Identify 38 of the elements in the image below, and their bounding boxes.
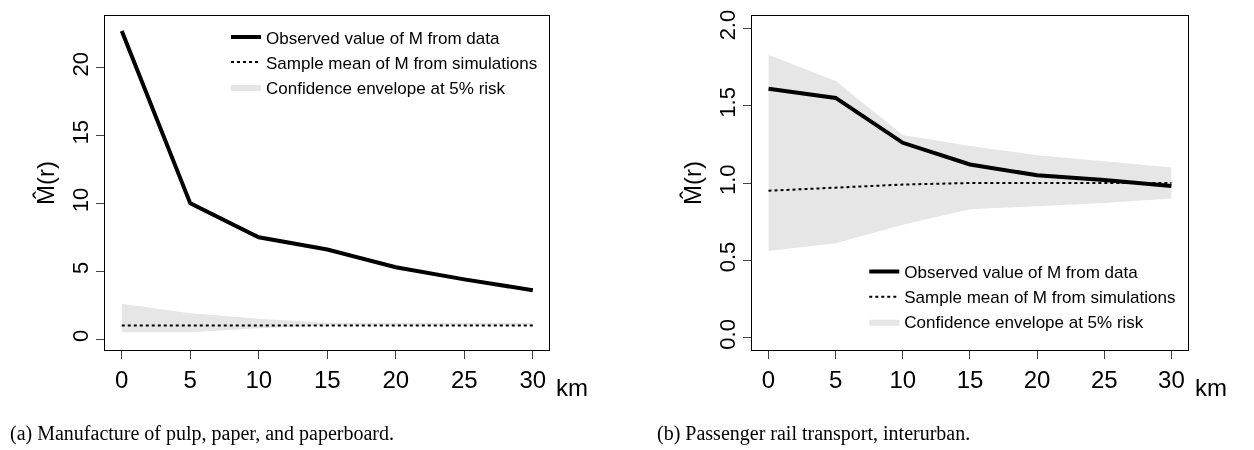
y-tick-label: 0 bbox=[67, 329, 93, 342]
x-tick-label: 25 bbox=[450, 365, 478, 393]
x-tick-label: 5 bbox=[828, 365, 843, 393]
legend-label: Confidence envelope at 5% risk bbox=[265, 78, 506, 98]
x-tick-label: 30 bbox=[519, 365, 547, 393]
y-tick-label: 5 bbox=[67, 261, 93, 275]
legend-label: Confidence envelope at 5% risk bbox=[904, 313, 1144, 333]
line-series bbox=[766, 86, 1174, 189]
y-tick-label: 2.0 bbox=[714, 9, 740, 41]
x-tick-label: 15 bbox=[956, 365, 984, 393]
y-axis-title: M̂(r) bbox=[31, 161, 59, 205]
y-tick-label: 1.5 bbox=[714, 87, 740, 118]
x-tick-label: 5 bbox=[183, 365, 197, 393]
line-series bbox=[119, 28, 535, 293]
legend-label: Sample mean of M from simulations bbox=[265, 53, 538, 73]
text: (b) Passenger rail transport, interurban. bbox=[657, 422, 971, 445]
x-tick-label: 10 bbox=[889, 365, 917, 393]
y-axis-title: M̂(r) bbox=[678, 161, 706, 205]
y-tick-label: 10 bbox=[67, 187, 93, 213]
x-tick-label: 25 bbox=[1090, 365, 1118, 393]
x-tick-label: 30 bbox=[1158, 365, 1185, 393]
y-tick-label: 1.0 bbox=[714, 164, 740, 195]
x-tick-label: 0 bbox=[761, 365, 776, 393]
x-axis-title: km bbox=[556, 374, 588, 401]
x-tick-label: 10 bbox=[245, 365, 273, 393]
y-tick-label: 0.5 bbox=[714, 241, 740, 273]
legend-label: Sample mean of M from simulations bbox=[904, 288, 1176, 308]
x-tick-label: 20 bbox=[382, 365, 410, 393]
y-tick-label: 15 bbox=[67, 119, 93, 145]
x-tick-label: 0 bbox=[115, 365, 129, 393]
text: (a) Manufacture of pulp, paper, and paperboard. bbox=[10, 422, 395, 445]
x-tick-label: 15 bbox=[313, 365, 341, 393]
x-axis-title: km bbox=[1195, 374, 1227, 401]
legend-label: Observed value of M from data bbox=[265, 28, 500, 48]
y-tick-label: 20 bbox=[67, 52, 93, 77]
x-tick-label: 20 bbox=[1023, 365, 1051, 393]
y-tick-label: 0.0 bbox=[714, 319, 740, 350]
legend-label: Observed value of M from data bbox=[904, 263, 1139, 283]
